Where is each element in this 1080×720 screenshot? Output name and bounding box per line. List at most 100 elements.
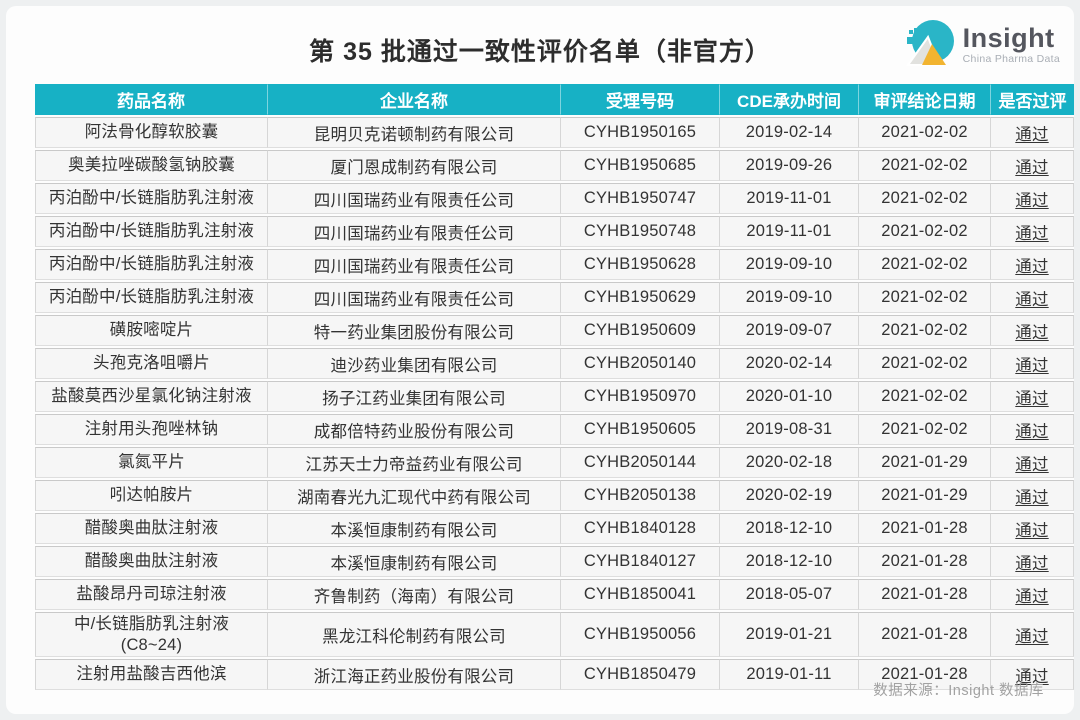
cell-drug: 丙泊酚中/长链脂肪乳注射液: [35, 183, 267, 214]
cell-company: 四川国瑞药业有限责任公司: [267, 249, 560, 280]
column-header-cde_date: CDE承办时间: [719, 84, 858, 115]
status-pass-link[interactable]: 通过: [1015, 257, 1049, 276]
cell-drug: 磺胺嘧啶片: [35, 315, 267, 346]
cell-review_date: 2021-02-02: [858, 381, 990, 412]
cell-company: 昆明贝克诺顿制药有限公司: [267, 117, 560, 148]
cell-review_date: 2021-02-02: [858, 183, 990, 214]
status-pass-link[interactable]: 通过: [1015, 521, 1049, 540]
cell-status: 通过: [990, 381, 1074, 412]
cell-cde_date: 2019-02-14: [719, 117, 858, 148]
table-row: 阿法骨化醇软胶囊 昆明贝克诺顿制药有限公司 CYHB1950165 2019-02-1…: [35, 117, 1074, 148]
insight-logo-tagline: China Pharma Data: [962, 53, 1060, 66]
evaluation-table: 药品名称 企业名称 受理号码 CDE承办时间 审评结论日期 是否过评 阿法骨化醇软胶囊 昆明…: [35, 82, 1074, 692]
cell-review_date: 2021-01-28: [858, 546, 990, 577]
cell-status: 通过: [990, 414, 1074, 445]
cell-company: 厦门恩成制药有限公司: [267, 150, 560, 181]
cell-review_date: 2021-02-02: [858, 117, 990, 148]
status-pass-link[interactable]: 通过: [1015, 488, 1049, 507]
cell-cde_date: 2019-09-26: [719, 150, 858, 181]
status-pass-link[interactable]: 通过: [1015, 224, 1049, 243]
cell-drug: 盐酸昂丹司琼注射液: [35, 579, 267, 610]
table-row: 氯氮平片 江苏天士力帝益药业有限公司 CYHB2050144 2020-02-18 20…: [35, 447, 1074, 478]
cell-company: 浙江海正药业股份有限公司: [267, 659, 560, 691]
cell-cde_date: 2018-12-10: [719, 546, 858, 577]
cell-drug: 吲达帕胺片: [35, 480, 267, 511]
status-pass-link[interactable]: 通过: [1015, 455, 1049, 474]
cell-drug: 盐酸莫西沙星氯化钠注射液: [35, 381, 267, 412]
cell-review_date: 2021-02-02: [858, 282, 990, 313]
status-pass-link[interactable]: 通过: [1015, 627, 1049, 646]
status-pass-link[interactable]: 通过: [1015, 158, 1049, 177]
page: 第 35 批通过一致性评价名单（非官方） Insight China Pharm…: [6, 6, 1074, 714]
cell-acceptance_no: CYHB1950629: [560, 282, 719, 313]
cell-cde_date: 2020-02-19: [719, 480, 858, 511]
cell-status: 通过: [990, 513, 1074, 544]
cell-status: 通过: [990, 216, 1074, 247]
cell-status: 通过: [990, 282, 1074, 313]
cell-acceptance_no: CYHB1850041: [560, 579, 719, 610]
status-pass-link[interactable]: 通过: [1015, 422, 1049, 441]
cell-company: 江苏天士力帝益药业有限公司: [267, 447, 560, 478]
cell-acceptance_no: CYHB2050144: [560, 447, 719, 478]
cell-cde_date: 2019-01-11: [719, 659, 858, 691]
insight-logo: Insight China Pharma Data: [899, 14, 1060, 75]
column-header-review_date: 审评结论日期: [858, 84, 990, 115]
cell-drug: 注射用盐酸吉西他滨: [35, 659, 267, 691]
table-row: 醋酸奥曲肽注射液 本溪恒康制药有限公司 CYHB1840128 2018-12-10 2…: [35, 513, 1074, 544]
cell-acceptance_no: CYHB1950628: [560, 249, 719, 280]
insight-logo-icon: [899, 14, 955, 75]
cell-status: 通过: [990, 480, 1074, 511]
status-pass-link[interactable]: 通过: [1015, 323, 1049, 342]
cell-status: 通过: [990, 315, 1074, 346]
cell-drug: 中/长链脂肪乳注射液 (C8~24): [35, 612, 267, 658]
cell-drug: 奥美拉唑碳酸氢钠胶囊: [35, 150, 267, 181]
status-pass-link[interactable]: 通过: [1015, 290, 1049, 309]
table-row: 醋酸奥曲肽注射液 本溪恒康制药有限公司 CYHB1840127 2018-12-10 2…: [35, 546, 1074, 577]
cell-acceptance_no: CYHB1950165: [560, 117, 719, 148]
cell-acceptance_no: CYHB1840128: [560, 513, 719, 544]
cell-acceptance_no: CYHB1950747: [560, 183, 719, 214]
cell-acceptance_no: CYHB2050140: [560, 348, 719, 379]
column-header-drug: 药品名称: [35, 84, 267, 115]
cell-company: 四川国瑞药业有限责任公司: [267, 183, 560, 214]
cell-company: 迪沙药业集团有限公司: [267, 348, 560, 379]
cell-review_date: 2021-01-28: [858, 513, 990, 544]
cell-review_date: 2021-01-29: [858, 480, 990, 511]
cell-company: 特一药业集团股份有限公司: [267, 315, 560, 346]
cell-status: 通过: [990, 348, 1074, 379]
table-header-row: 药品名称 企业名称 受理号码 CDE承办时间 审评结论日期 是否过评: [35, 84, 1074, 115]
status-pass-link[interactable]: 通过: [1015, 389, 1049, 408]
cell-acceptance_no: CYHB1950685: [560, 150, 719, 181]
cell-status: 通过: [990, 117, 1074, 148]
cell-review_date: 2021-01-28: [858, 579, 990, 610]
status-pass-link[interactable]: 通过: [1015, 667, 1049, 686]
table-row: 丙泊酚中/长链脂肪乳注射液 四川国瑞药业有限责任公司 CYHB1950628 2019…: [35, 249, 1074, 280]
status-pass-link[interactable]: 通过: [1015, 554, 1049, 573]
cell-cde_date: 2019-09-10: [719, 249, 858, 280]
cell-status: 通过: [990, 659, 1074, 691]
cell-status: 通过: [990, 150, 1074, 181]
cell-company: 黑龙江科伦制药有限公司: [267, 612, 560, 658]
cell-acceptance_no: CYHB2050138: [560, 480, 719, 511]
column-header-acceptance_no: 受理号码: [560, 84, 719, 115]
cell-company: 扬子江药业集团有限公司: [267, 381, 560, 412]
cell-cde_date: 2020-02-18: [719, 447, 858, 478]
status-pass-link[interactable]: 通过: [1015, 125, 1049, 144]
evaluation-table-wrapper: 药品名称 企业名称 受理号码 CDE承办时间 审评结论日期 是否过评 阿法骨化醇软胶囊 昆明…: [35, 82, 1074, 692]
status-pass-link[interactable]: 通过: [1015, 356, 1049, 375]
table-row: 丙泊酚中/长链脂肪乳注射液 四川国瑞药业有限责任公司 CYHB1950629 2019…: [35, 282, 1074, 313]
cell-acceptance_no: CYHB1840127: [560, 546, 719, 577]
cell-review_date: 2021-01-28: [858, 659, 990, 691]
cell-cde_date: 2020-01-10: [719, 381, 858, 412]
status-pass-link[interactable]: 通过: [1015, 587, 1049, 606]
cell-cde_date: 2019-09-10: [719, 282, 858, 313]
cell-cde_date: 2020-02-14: [719, 348, 858, 379]
cell-company: 本溪恒康制药有限公司: [267, 513, 560, 544]
cell-cde_date: 2019-01-21: [719, 612, 858, 658]
table-row: 奥美拉唑碳酸氢钠胶囊 厦门恩成制药有限公司 CYHB1950685 2019-09-2…: [35, 150, 1074, 181]
cell-acceptance_no: CYHB1950970: [560, 381, 719, 412]
cell-acceptance_no: CYHB1950056: [560, 612, 719, 658]
cell-drug: 丙泊酚中/长链脂肪乳注射液: [35, 282, 267, 313]
data-source-note: 数据来源：Insight 数据库: [873, 683, 1044, 699]
status-pass-link[interactable]: 通过: [1015, 191, 1049, 210]
